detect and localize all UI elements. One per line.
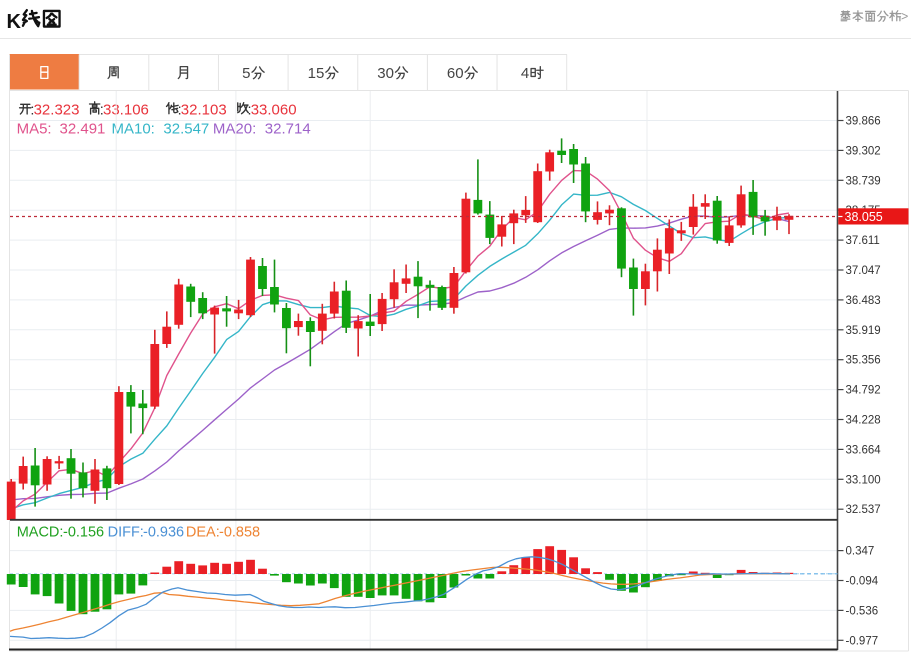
svg-text:4: 4 [521,65,529,82]
svg-text::: : [248,103,252,119]
svg-text:60: 60 [447,65,464,82]
svg-text:MA5:: MA5: [17,121,52,138]
svg-text:38.055: 38.055 [845,210,883,224]
svg-text:MA20:: MA20: [213,121,256,138]
svg-text:-0.936: -0.936 [143,525,184,541]
svg-text:-0.156: -0.156 [63,525,104,541]
svg-text:32.323: 32.323 [34,102,80,119]
svg-text:5: 5 [242,65,250,82]
svg-text:37.611: 37.611 [846,235,880,247]
svg-text:MA10:: MA10: [112,121,155,138]
svg-text:15: 15 [308,65,325,82]
svg-text:36.483: 36.483 [846,295,881,307]
svg-text:32.547: 32.547 [163,121,209,138]
svg-text:-0.094: -0.094 [846,576,879,588]
svg-text:-0.536: -0.536 [846,605,879,617]
svg-text:39.302: 39.302 [846,145,881,157]
svg-text:38.739: 38.739 [846,175,881,187]
svg-text:DIFF:: DIFF: [108,525,144,541]
svg-text:33.106: 33.106 [103,102,149,119]
svg-text:-0.977: -0.977 [846,635,879,647]
svg-text:33.664: 33.664 [846,444,882,456]
svg-text:37.047: 37.047 [846,265,881,277]
svg-text:>: > [901,10,908,24]
svg-text:32.491: 32.491 [60,121,106,138]
svg-text:34.228: 34.228 [846,415,881,427]
svg-text::: : [30,103,34,119]
svg-text:33.060: 33.060 [251,102,297,119]
svg-text:33.100: 33.100 [846,474,881,486]
svg-text:32.714: 32.714 [265,121,311,138]
svg-text:32.103: 32.103 [181,102,227,119]
svg-text:DEA:: DEA: [186,525,220,541]
svg-text:35.356: 35.356 [846,355,881,367]
svg-text:30: 30 [377,65,394,82]
svg-text:0.347: 0.347 [846,546,875,558]
svg-text::: : [178,103,182,119]
svg-text::: : [100,103,104,119]
svg-text:34.792: 34.792 [846,385,881,397]
svg-text:39.866: 39.866 [846,116,881,128]
svg-text:MACD:: MACD: [17,525,64,541]
svg-text:-0.858: -0.858 [219,525,260,541]
svg-text:32.537: 32.537 [846,504,881,516]
svg-text:35.919: 35.919 [846,325,881,337]
svg-text:K: K [7,11,22,33]
